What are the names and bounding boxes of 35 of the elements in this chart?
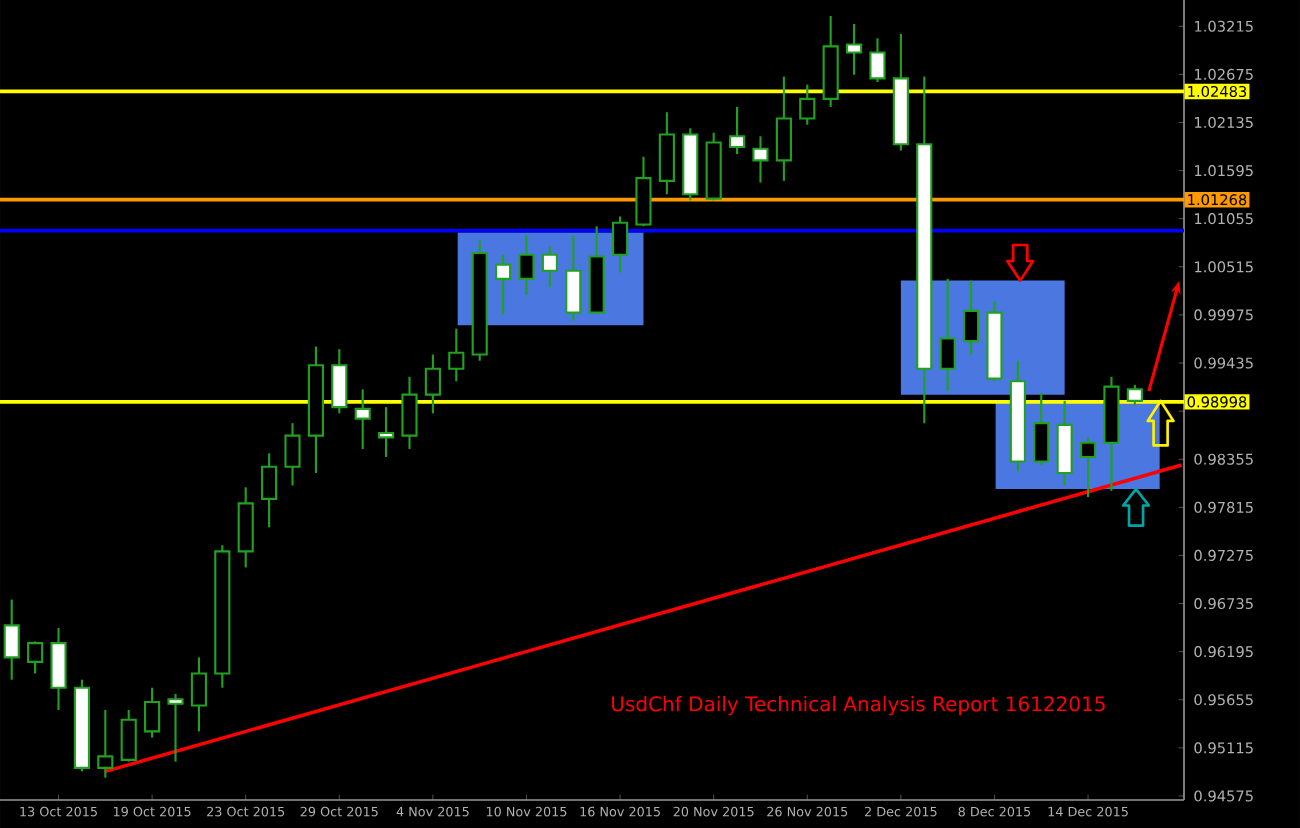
annotation: UsdChf Daily Technical Analysis Report 16122015 <box>612 695 1105 716</box>
candlestick <box>50 626 67 712</box>
candlestick <box>448 327 465 383</box>
candlestick <box>401 375 418 451</box>
candlestick <box>495 253 512 316</box>
candlestick <box>775 75 792 182</box>
candlestick <box>658 111 675 196</box>
candlestick <box>799 83 816 126</box>
candlestick <box>144 686 161 739</box>
candlestick <box>120 708 137 763</box>
candlestick <box>1126 383 1143 407</box>
candlestick <box>845 22 863 76</box>
candlestick <box>1033 391 1050 467</box>
candlestick <box>939 277 956 393</box>
candlestick <box>3 598 20 681</box>
candlestick <box>27 640 44 675</box>
candlestick <box>752 135 769 184</box>
candlestick <box>612 215 629 274</box>
candlestick <box>869 37 886 84</box>
candlestick <box>424 353 441 415</box>
candlestick <box>728 105 746 156</box>
candlestick <box>962 279 980 356</box>
candlestick <box>261 452 278 529</box>
candlestick <box>97 708 114 779</box>
candlestick <box>518 234 535 296</box>
candlestick <box>541 245 558 288</box>
candlestick <box>331 348 348 415</box>
candlestick <box>1079 436 1097 499</box>
candlestick <box>167 692 184 763</box>
candlestick <box>378 406 395 459</box>
candlestick <box>635 155 652 228</box>
candlestick <box>284 422 301 487</box>
candlestick <box>354 388 371 451</box>
candlestick <box>190 656 207 733</box>
candlestick <box>565 234 582 322</box>
